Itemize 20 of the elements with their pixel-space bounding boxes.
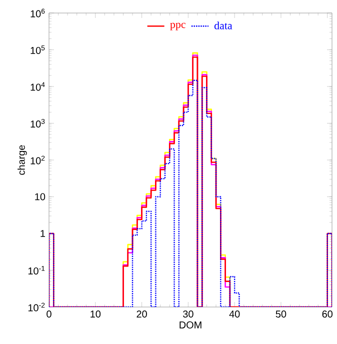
legend-label: ppc <box>170 22 186 30</box>
y-tick-label: 10$^{5}$ <box>30 45 45 54</box>
legend-label: data <box>214 22 232 30</box>
y-axis-title: charge <box>18 145 27 175</box>
y-tick-label: 10$^{3}$ <box>30 118 45 128</box>
x-tick-label: 20 <box>136 310 147 318</box>
y-tick-label: 10$^{-1}$ <box>28 266 45 275</box>
x-axis-title: DOM <box>180 321 202 328</box>
y-tick-label: 10 <box>35 193 46 200</box>
y-tick-label: 1 <box>40 230 45 237</box>
x-tick-label: 30 <box>183 310 194 318</box>
x-tick-label: 40 <box>229 310 240 318</box>
x-tick-label: 0 <box>46 310 52 318</box>
y-tick-label: 10$^{4}$ <box>30 82 45 91</box>
y-tick-label: 10$^{6}$ <box>30 8 45 18</box>
x-tick-label: 10 <box>90 310 101 318</box>
x-tick-label: 50 <box>276 310 286 318</box>
y-tick-label: 10$^{-2}$ <box>28 302 45 312</box>
y-tick-label: 10$^{2}$ <box>30 156 45 164</box>
x-tick-label: 60 <box>322 310 333 318</box>
